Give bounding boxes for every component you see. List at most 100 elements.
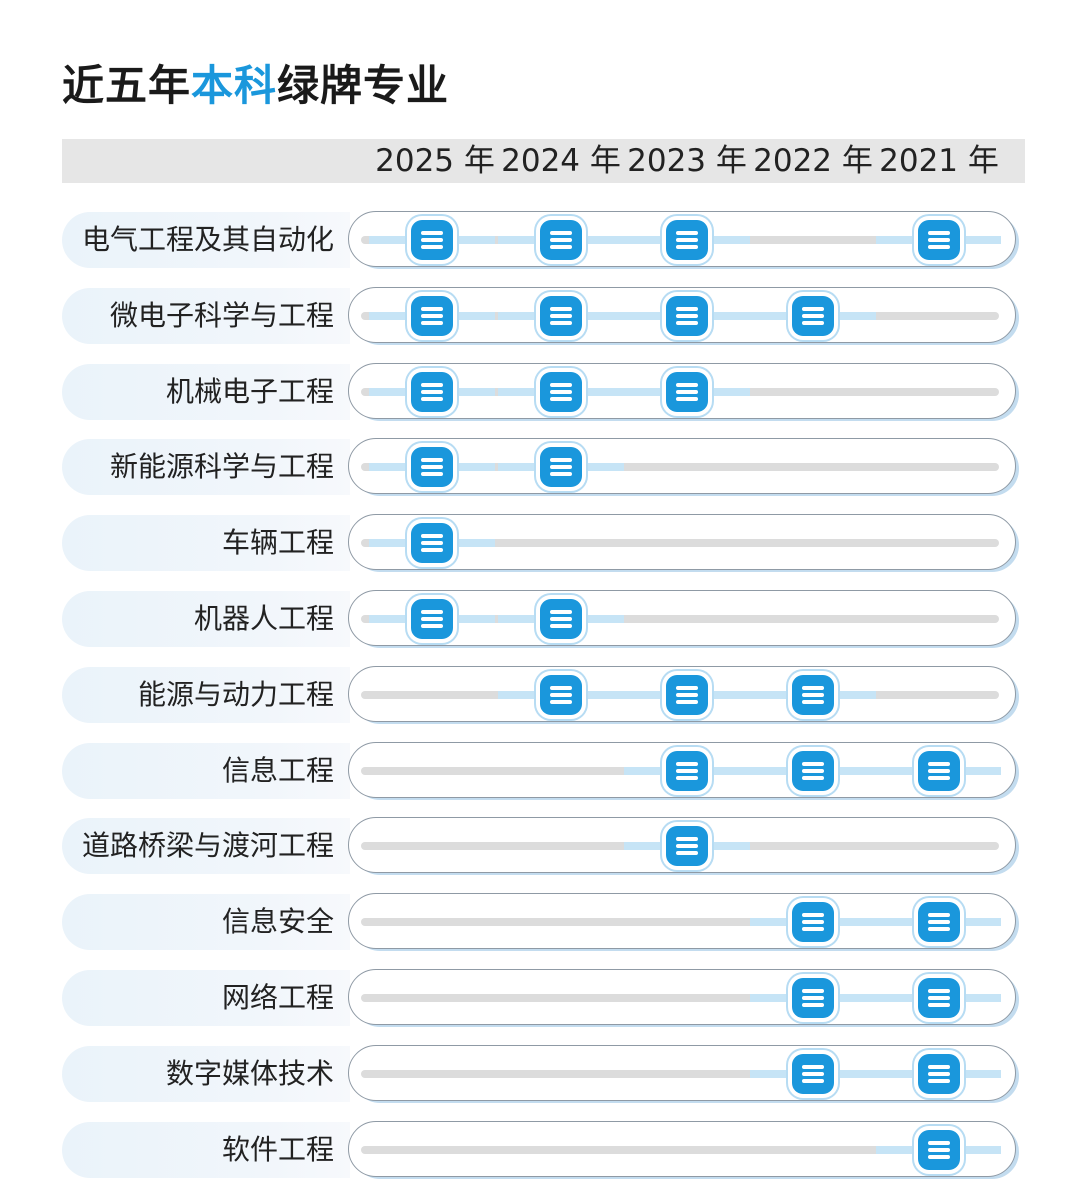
list-badge-icon [540, 372, 582, 412]
year-header-2023: 2023 年 [627, 143, 747, 179]
title-suffix: 绿牌专业 [277, 61, 450, 110]
list-lines-icon [928, 987, 950, 1009]
year-header-2024: 2024 年 [501, 143, 621, 179]
list-lines-icon [928, 760, 950, 782]
major-name: 道路桥梁与渡河工程 [62, 818, 350, 874]
list-badge-icon [792, 902, 834, 942]
list-badge-icon [540, 675, 582, 715]
year-track-pill [348, 514, 1016, 570]
year-track-pill [348, 742, 1016, 798]
list-badge-icon [918, 751, 960, 791]
list-badge-icon [918, 1130, 960, 1170]
list-badge-icon [540, 599, 582, 639]
year-track-line [361, 1146, 999, 1154]
year-track-line [361, 994, 999, 1002]
major-name: 电气工程及其自动化 [62, 212, 350, 268]
list-badge-icon [666, 675, 708, 715]
year-track-pill [348, 438, 1016, 494]
major-row: 机械电子工程 [62, 363, 1028, 421]
list-badge-icon [918, 220, 960, 260]
list-lines-icon [421, 229, 443, 251]
list-lines-icon [421, 305, 443, 327]
year-header-2021: 2021 年 [879, 143, 999, 179]
list-badge-icon [540, 447, 582, 487]
list-lines-icon [550, 229, 572, 251]
major-row: 数字媒体技术 [62, 1045, 1028, 1103]
list-lines-icon [421, 381, 443, 403]
year-track-pill [348, 893, 1016, 949]
year-header-2022: 2022 年 [753, 143, 873, 179]
list-badge-icon [918, 1054, 960, 1094]
major-row: 机器人工程 [62, 590, 1028, 648]
title-prefix: 近五年 [62, 61, 192, 110]
list-lines-icon [550, 684, 572, 706]
major-row: 能源与动力工程 [62, 666, 1028, 724]
list-lines-icon [676, 760, 698, 782]
list-lines-icon [421, 532, 443, 554]
list-badge-icon [411, 296, 453, 336]
list-lines-icon [421, 608, 443, 630]
major-name: 软件工程 [62, 1122, 350, 1178]
major-name: 能源与动力工程 [62, 667, 350, 723]
year-track-line [361, 918, 999, 926]
major-name: 机器人工程 [62, 591, 350, 647]
list-lines-icon [802, 305, 824, 327]
list-badge-icon [411, 447, 453, 487]
list-badge-icon [666, 296, 708, 336]
list-lines-icon [802, 987, 824, 1009]
list-badge-icon [666, 372, 708, 412]
list-lines-icon [802, 684, 824, 706]
major-row: 电气工程及其自动化 [62, 211, 1028, 269]
list-lines-icon [928, 911, 950, 933]
list-lines-icon [802, 1063, 824, 1085]
list-badge-icon [792, 675, 834, 715]
year-track-pill [348, 287, 1016, 343]
major-row: 信息安全 [62, 893, 1028, 951]
major-name: 信息工程 [62, 743, 350, 799]
year-track-line [361, 1070, 999, 1078]
list-badge-icon [411, 523, 453, 563]
major-row: 信息工程 [62, 742, 1028, 800]
list-lines-icon [550, 305, 572, 327]
list-lines-icon [421, 456, 443, 478]
year-track-pill [348, 363, 1016, 419]
list-lines-icon [676, 381, 698, 403]
year-track-pill [348, 666, 1016, 722]
list-lines-icon [676, 305, 698, 327]
page-title: 近五年本科绿牌专业 [62, 52, 449, 112]
list-lines-icon [928, 1063, 950, 1085]
year-track-pill [348, 211, 1016, 267]
year-header-band [62, 139, 1025, 183]
year-track-pill [348, 817, 1016, 873]
year-track-line [361, 615, 999, 623]
major-name: 数字媒体技术 [62, 1046, 350, 1102]
list-lines-icon [550, 381, 572, 403]
list-badge-icon [540, 220, 582, 260]
list-badge-icon [666, 826, 708, 866]
list-badge-icon [792, 751, 834, 791]
major-name: 信息安全 [62, 894, 350, 950]
major-name: 车辆工程 [62, 515, 350, 571]
year-track-pill [348, 1121, 1016, 1177]
major-row: 网络工程 [62, 969, 1028, 1027]
list-badge-icon [792, 1054, 834, 1094]
list-lines-icon [550, 608, 572, 630]
year-header-2025: 2025 年 [375, 143, 495, 179]
list-badge-icon [918, 902, 960, 942]
major-name: 新能源科学与工程 [62, 439, 350, 495]
list-badge-icon [918, 978, 960, 1018]
title-highlight: 本科 [191, 61, 278, 110]
year-track-line [361, 539, 999, 547]
list-badge-icon [540, 296, 582, 336]
year-track-pill [348, 969, 1016, 1025]
list-lines-icon [928, 229, 950, 251]
list-badge-icon [411, 599, 453, 639]
major-row: 道路桥梁与渡河工程 [62, 817, 1028, 875]
list-lines-icon [550, 456, 572, 478]
list-lines-icon [676, 229, 698, 251]
year-track-line [361, 463, 999, 471]
major-row: 软件工程 [62, 1121, 1028, 1179]
list-badge-icon [666, 751, 708, 791]
list-badge-icon [666, 220, 708, 260]
major-row: 新能源科学与工程 [62, 438, 1028, 496]
